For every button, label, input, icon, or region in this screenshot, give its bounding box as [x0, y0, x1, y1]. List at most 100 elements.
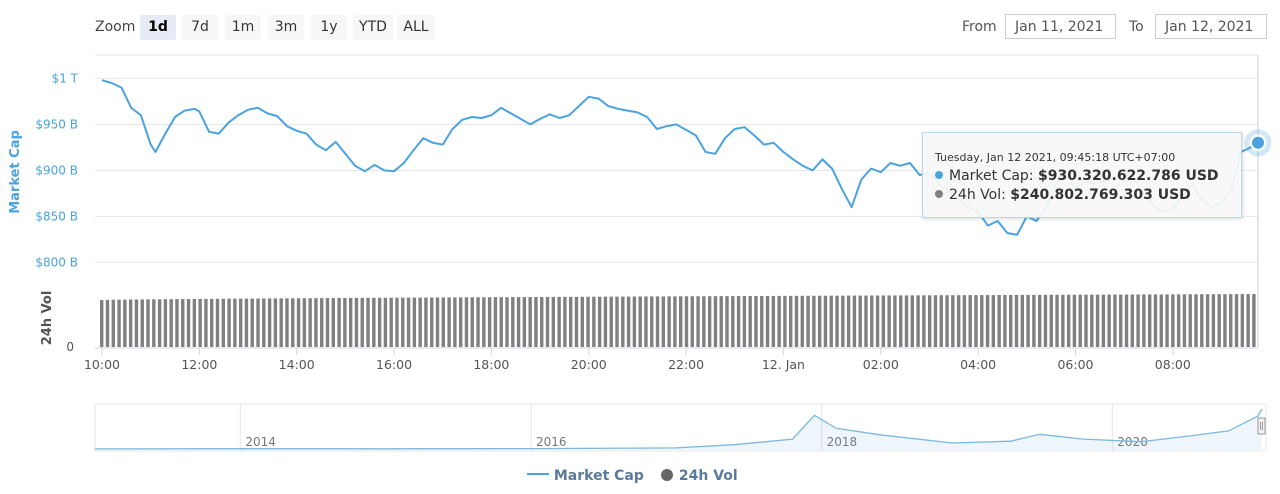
volume-bar — [435, 297, 440, 347]
volume-bar — [522, 297, 527, 347]
tooltip-vol-label: 24h Vol: — [949, 187, 1006, 203]
volume-bar — [470, 297, 474, 347]
volume-bar — [152, 299, 156, 347]
volume-bar — [1032, 294, 1036, 347]
volume-bar — [424, 297, 428, 347]
volume-bar — [667, 296, 671, 347]
navigator[interactable]: 2014 2016 2018 2020 — [94, 403, 1267, 452]
volume-bar — [169, 299, 173, 347]
volume-bar — [395, 297, 399, 347]
from-date-input[interactable]: Jan 11, 2021 — [1005, 14, 1116, 39]
volume-bar — [1200, 294, 1204, 347]
volume-bar — [198, 298, 202, 347]
volume-bar — [181, 299, 185, 347]
volume-bar — [279, 298, 283, 347]
volume-bar — [1171, 294, 1175, 347]
volume-bar — [1055, 294, 1059, 347]
volume-bar — [823, 295, 828, 347]
volume-bar — [736, 296, 741, 347]
volume-bar — [325, 298, 330, 347]
volume-bar — [574, 296, 579, 347]
volume-bar — [777, 295, 781, 347]
x-tick-label: 22:00 — [668, 357, 704, 372]
zoom-1y-button[interactable]: 1y — [311, 15, 347, 40]
volume-bar — [1090, 294, 1094, 347]
volume-bar — [111, 299, 115, 347]
volume-bar — [331, 298, 335, 347]
x-tick-label: 08:00 — [1155, 357, 1191, 372]
volume-bar — [800, 295, 804, 347]
volume-bar — [754, 295, 758, 347]
y-axis: $1 T $950 B $900 B $850 B $800 B 0 — [35, 71, 78, 354]
volume-bar — [974, 295, 978, 347]
y-tick-label: $950 B — [35, 117, 78, 131]
volume-bar — [1217, 294, 1221, 347]
volume-bar — [719, 296, 723, 347]
volume-bar — [545, 296, 550, 347]
volume-bar — [1124, 294, 1129, 347]
volume-bar — [551, 296, 556, 347]
volume-bar — [568, 296, 573, 347]
tooltip-date: Tuesday, Jan 12 2021, 09:45:18 UTC+07:00 — [935, 151, 1176, 164]
zoom-ytd-button[interactable]: YTD — [353, 15, 393, 40]
volume-bar — [707, 296, 712, 347]
volume-bar — [383, 297, 388, 347]
volume-bar — [968, 295, 972, 347]
volume-bar — [401, 297, 405, 347]
legend-market-cap[interactable]: Market Cap — [527, 468, 644, 484]
y-axis-title-market-cap: Market Cap — [8, 130, 23, 214]
volume-bar — [348, 297, 353, 347]
tooltip-vol-value: $240.802.769.303 USD — [1010, 187, 1191, 203]
volume-bar — [1095, 294, 1100, 347]
volume-bar — [835, 295, 839, 347]
navigator-handle[interactable] — [1257, 417, 1266, 435]
volume-bar — [273, 298, 278, 347]
volume-bar — [1229, 294, 1233, 347]
volume-bar — [771, 295, 776, 347]
zoom-1m-button[interactable]: 1m — [225, 15, 261, 40]
zoom-all-button[interactable]: ALL — [397, 15, 435, 40]
volume-bar — [644, 296, 648, 347]
volume-bar — [256, 298, 260, 347]
volume-bar — [991, 295, 996, 347]
volume-bar — [661, 296, 666, 347]
volume-bar — [511, 297, 515, 347]
data-tooltip: Tuesday, Jan 12 2021, 09:45:18 UTC+07:00… — [922, 132, 1242, 218]
y-tick-label: $800 B — [35, 255, 78, 269]
volume-bar — [123, 299, 127, 347]
volume-bar — [864, 295, 868, 347]
volume-bar — [267, 298, 272, 347]
volume-bar — [794, 295, 799, 347]
x-tick-label: 06:00 — [1057, 357, 1093, 372]
volume-bar — [748, 296, 752, 347]
volume-bar — [441, 297, 446, 347]
volume-bar — [337, 298, 341, 347]
vol-y-tick-label: 0 — [66, 340, 74, 354]
volume-bar — [296, 298, 301, 347]
zoom-7d-button[interactable]: 7d — [182, 15, 218, 40]
volume-bar — [910, 295, 914, 347]
x-tick-label: 12:00 — [181, 357, 217, 372]
volume-bar — [1043, 294, 1048, 347]
legend-24h-vol[interactable]: 24h Vol — [660, 468, 738, 484]
volume-bar — [586, 296, 590, 347]
volume-bar — [1113, 294, 1117, 347]
volume-bar — [1009, 294, 1013, 347]
volume-bar — [655, 296, 660, 347]
volume-bar — [580, 296, 584, 347]
volume-bar — [1205, 294, 1210, 347]
zoom-3m-button[interactable]: 3m — [268, 15, 304, 40]
volume-bar — [464, 297, 469, 347]
zoom-1d-button[interactable]: 1d — [140, 15, 176, 40]
hover-marker — [1250, 134, 1266, 151]
to-date-input[interactable]: Jan 12, 2021 — [1155, 14, 1267, 39]
volume-bar — [852, 295, 857, 347]
to-label: To — [1129, 19, 1144, 35]
volume-bar — [812, 295, 816, 347]
volume-bar — [487, 297, 492, 347]
volume-bar — [1078, 294, 1082, 347]
volume-bar — [789, 295, 793, 347]
tooltip-market-cap-value: $930.320.622.786 USD — [1038, 168, 1219, 184]
volume-bar — [806, 295, 810, 347]
